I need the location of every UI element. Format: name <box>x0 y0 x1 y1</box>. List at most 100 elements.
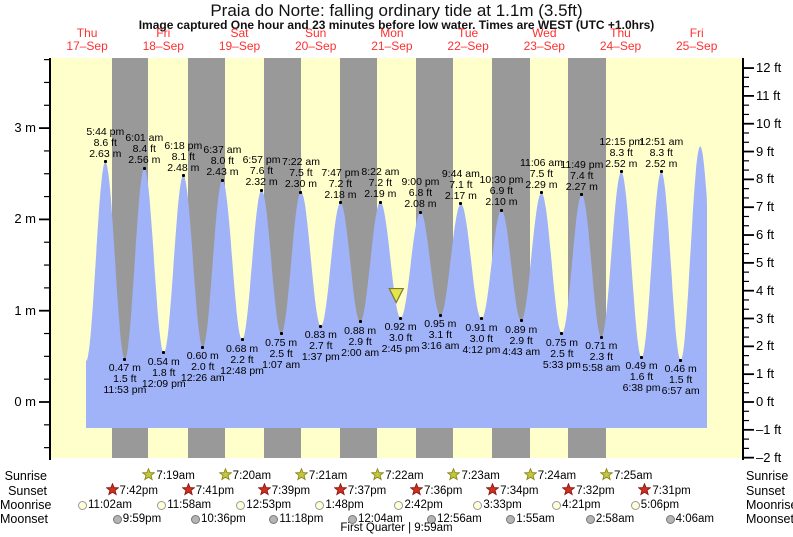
tide-point-dot <box>260 188 264 192</box>
sunset-star-icon <box>333 482 348 499</box>
low-tide-label: 0.46 m 1.5 ft 6:57 am <box>649 364 713 397</box>
y-axis-right-tick: –2 ft <box>756 449 782 465</box>
moonrise-moon-icon <box>552 500 562 510</box>
tide-label-line: 8.1 ft <box>171 150 195 163</box>
day-date: 19–Sep <box>218 39 261 53</box>
tide-label-line: 8.6 ft <box>93 136 117 149</box>
tide-point-dot <box>240 338 244 342</box>
tide-label-line: 2.08 m <box>404 198 437 211</box>
low-tide-label: 0.75 m 2.5 ft 1:07 am <box>249 337 313 371</box>
moonrise-moon-icon <box>473 500 483 510</box>
tide-label-line: 0.54 m <box>147 355 180 368</box>
low-tide-label: 0.60 m 2.0 ft 12:26 am <box>171 351 235 384</box>
sunrise-star-icon <box>599 467 614 484</box>
tide-label-line: 8.3 ft <box>649 146 673 159</box>
tide-label-line: 2.18 m <box>324 188 357 201</box>
tide-label-line: 2.56 m <box>128 154 161 167</box>
y-axis-right-tick: 9 ft <box>756 143 775 159</box>
tide-point-dot <box>479 317 483 321</box>
tide-point-dot <box>580 193 584 197</box>
low-tide-label: 0.89 m 2.9 ft 4:43 am <box>489 323 553 358</box>
tide-label-line: 9:44 am <box>441 167 480 180</box>
moonrise-moon-icon <box>315 500 325 510</box>
moonrise-time: 12:53pm <box>246 499 292 511</box>
sunset-star-icon <box>485 482 500 499</box>
day-label: Sun 20–Sep <box>282 27 350 53</box>
moonset-moon-icon <box>585 514 595 524</box>
tide-label-line: 0.47 m <box>108 362 141 375</box>
y-axis-left-tick: 1 m <box>14 302 36 318</box>
y-axis-right-tick: 5 ft <box>756 254 775 270</box>
plot-area <box>50 58 743 458</box>
tide-point-dot <box>123 357 127 361</box>
moonrise-time: 2:42pm <box>404 499 443 511</box>
tide-label-line: 2.5 ft <box>550 347 574 360</box>
tide-label-line: 1:37 pm <box>301 351 340 364</box>
y-axis-right-tick: –1 ft <box>756 421 782 437</box>
tide-point-dot <box>640 355 644 359</box>
y-axis-right-tick: 4 ft <box>756 282 775 298</box>
tide-label-line: 2.52 m <box>645 157 678 170</box>
tide-label-line: 3.1 ft <box>428 329 453 342</box>
tide-label-line: 11:49 pm <box>560 158 604 171</box>
tide-label-line: 3:16 am <box>421 340 460 353</box>
tide-label-line: 2.27 m <box>565 180 598 193</box>
tide-point-dot <box>279 332 283 336</box>
tide-point-dot <box>459 202 463 206</box>
legend-label-left-moonrise: Moonrise <box>0 498 52 512</box>
tide-label-line: 7:22 am <box>282 156 320 168</box>
tide-label-line: 0.89 m <box>505 323 538 336</box>
tide-label-line: 6:37 am <box>203 144 242 157</box>
low-tide-label: 0.49 m 1.6 ft 6:38 pm <box>610 361 674 394</box>
y-axis-right-tick: 6 ft <box>756 227 775 243</box>
day-of-week: Wed <box>532 26 557 40</box>
day-date: 25–Sep <box>676 39 718 53</box>
tide-label-line: 10:30 pm <box>479 174 524 187</box>
high-tide-label: 8:22 am 7.2 ft 2.19 m <box>348 167 412 200</box>
sunset-star-icon <box>561 482 576 499</box>
tide-label-line: 1:07 am <box>262 358 301 371</box>
tide-label-line: 2.48 m <box>167 161 200 174</box>
chart-subtitle: Image captured One hour and 23 minutes b… <box>138 18 655 32</box>
moonrise-moon-icon <box>394 500 404 510</box>
day-of-week: Thu <box>76 26 98 40</box>
day-of-week: Thu <box>610 26 631 40</box>
tide-label-line: 1.6 ft <box>629 371 654 384</box>
moonset-moon-icon <box>112 514 122 524</box>
tide-point-dot <box>142 166 146 170</box>
tide-label-line: 0.88 m <box>344 324 377 337</box>
sunset-marker: 7:32pm <box>561 482 615 499</box>
tide-label-line: 7.5 ft <box>529 167 554 180</box>
day-label: Fri 25–Sep <box>663 27 731 53</box>
sunrise-star-icon <box>218 467 233 484</box>
low-tide-label: 0.71 m 2.3 ft 5:58 am <box>569 341 633 374</box>
tide-point-dot <box>418 210 422 214</box>
sunset-time: 7:36pm <box>424 485 463 497</box>
low-tide-label: 0.68 m 2.2 ft 12:48 pm <box>210 342 274 377</box>
sunrise-time: 7:22am <box>385 470 424 482</box>
tide-label-line: 0.71 m <box>585 340 618 353</box>
tide-label-line: 2.3 ft <box>589 351 614 364</box>
tide-label-line: 4:12 pm <box>462 343 501 356</box>
tide-label-line: 6:01 am <box>125 132 164 145</box>
moonset-marker: 4:06am <box>665 512 714 526</box>
sunrise-star-icon <box>141 467 156 484</box>
night-band <box>187 58 225 458</box>
low-tide-label: 0.95 m 3.1 ft 3:16 am <box>408 319 472 352</box>
low-tide-label: 0.91 m 3.0 ft 4:12 pm <box>449 322 513 356</box>
tide-label-line: 0.68 m <box>225 342 259 355</box>
tide-label-line: 5:44 pm <box>86 125 125 138</box>
sunrise-marker: 7:19am <box>141 467 195 484</box>
day-date: 18–Sep <box>142 39 184 53</box>
sunrise-time: 7:25am <box>613 470 653 482</box>
legend-label-right-moonset: Moonset <box>746 512 793 526</box>
day-label: Wed 23–Sep <box>510 27 578 53</box>
moonset-marker: 11:18pm <box>269 512 323 526</box>
day-of-week: Fri <box>689 26 704 40</box>
day-label: Tue 22–Sep <box>434 27 502 53</box>
tide-label-line: 1.5 ft <box>668 374 693 386</box>
tide-point-dot <box>499 208 503 212</box>
tide-label-line: 7.5 ft <box>289 167 313 179</box>
sunrise-time: 7:24am <box>537 470 577 482</box>
moonrise-time: 1:48pm <box>325 499 364 511</box>
